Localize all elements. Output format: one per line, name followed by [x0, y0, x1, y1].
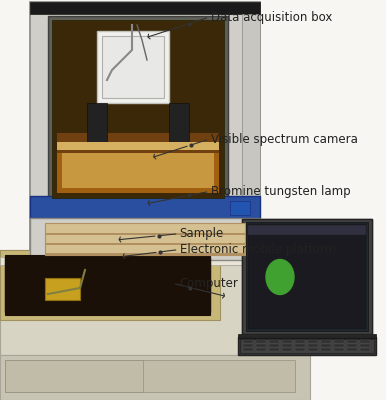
Bar — [248, 225, 366, 235]
Bar — [45, 278, 80, 300]
Bar — [242, 219, 372, 334]
Bar — [169, 103, 189, 143]
Bar — [48, 16, 228, 202]
Bar — [30, 2, 260, 14]
Bar — [0, 250, 220, 320]
Bar — [282, 348, 292, 351]
Bar — [334, 348, 344, 351]
Bar — [102, 36, 164, 98]
Bar — [295, 340, 305, 343]
Bar — [5, 255, 210, 315]
Bar — [295, 344, 305, 347]
Bar — [57, 153, 219, 193]
Bar — [347, 348, 357, 351]
Text: Electronic mobile platform: Electronic mobile platform — [179, 244, 336, 256]
Bar — [87, 103, 107, 143]
Bar — [45, 233, 245, 235]
Bar — [238, 337, 376, 355]
Polygon shape — [242, 219, 372, 334]
Bar — [246, 222, 368, 331]
Bar — [321, 340, 331, 343]
Bar — [360, 344, 370, 347]
Bar — [52, 20, 224, 198]
Bar — [0, 255, 310, 355]
Ellipse shape — [266, 260, 294, 294]
Bar — [243, 340, 253, 343]
Bar — [269, 348, 279, 351]
Bar — [240, 339, 374, 353]
Bar — [243, 348, 253, 351]
Bar — [308, 348, 318, 351]
Bar — [30, 218, 260, 260]
Bar — [334, 340, 344, 343]
Bar — [295, 348, 305, 351]
Text: Data acquisition box: Data acquisition box — [210, 12, 332, 24]
Bar — [230, 201, 250, 215]
Bar — [269, 340, 279, 343]
Bar — [360, 348, 370, 351]
Text: Computer: Computer — [179, 278, 239, 290]
Bar — [62, 153, 214, 188]
Bar — [256, 340, 266, 343]
Bar — [57, 142, 219, 150]
Bar — [282, 344, 292, 347]
Bar — [45, 223, 245, 255]
Bar — [30, 196, 260, 218]
Bar — [0, 250, 250, 265]
Bar — [256, 348, 266, 351]
Bar — [45, 253, 245, 255]
Bar — [0, 257, 310, 265]
Text: Visible spectrum camera: Visible spectrum camera — [210, 134, 357, 146]
Bar — [30, 2, 260, 260]
Bar — [5, 360, 295, 392]
Text: Sample: Sample — [179, 228, 224, 240]
Bar — [97, 31, 169, 103]
Bar — [282, 340, 292, 343]
Bar — [45, 243, 245, 245]
Bar — [347, 340, 357, 343]
Bar — [269, 344, 279, 347]
Bar — [321, 344, 331, 347]
Bar — [308, 344, 318, 347]
Bar — [242, 14, 260, 250]
Bar — [248, 224, 366, 329]
Bar — [0, 355, 310, 400]
Bar — [243, 344, 253, 347]
Bar — [321, 348, 331, 351]
Bar — [347, 344, 357, 347]
Bar — [308, 340, 318, 343]
Bar — [5, 257, 210, 312]
Text: Bromine tungsten lamp: Bromine tungsten lamp — [210, 186, 350, 198]
Bar — [256, 344, 266, 347]
Bar — [57, 133, 219, 193]
Bar — [360, 340, 370, 343]
Bar — [238, 334, 376, 338]
Bar — [5, 360, 143, 392]
Bar — [334, 344, 344, 347]
